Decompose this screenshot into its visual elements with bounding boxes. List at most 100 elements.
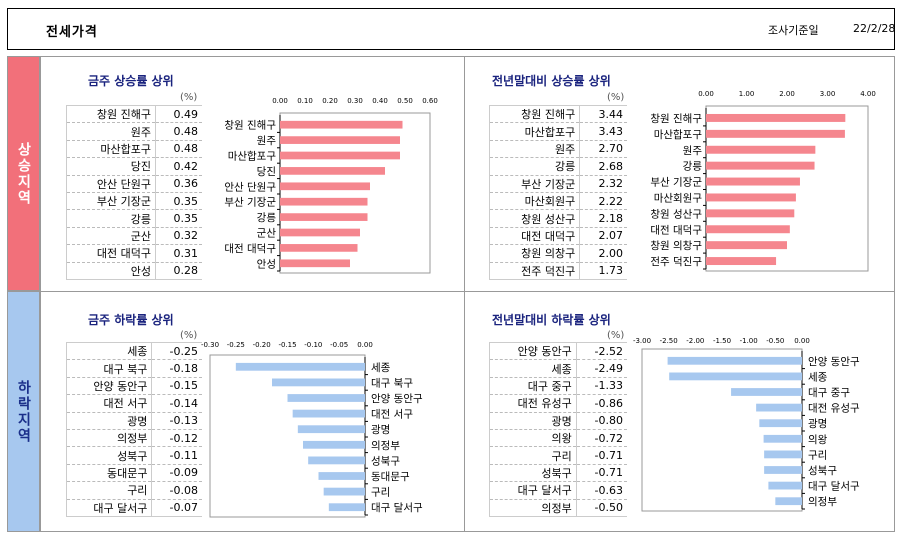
x-tick-label: 0.00 [272,97,288,105]
region-name: 전주 덕진구 [488,262,581,280]
x-tick-label: 0.20 [322,97,338,105]
table-row: 창원 의창구 2.00 [488,244,627,263]
x-tick-label: 3.00 [820,90,836,98]
region-name: 마산합포구 [66,140,156,159]
region-value: 2.00 [579,244,627,263]
report-title: 전세가격 [46,25,98,40]
category-label: 의왕 [808,434,828,446]
region-value: -0.71 [576,446,627,465]
region-value: -0.18 [151,359,202,378]
table-row: 세종 -2.49 [489,359,627,378]
region-value: 2.18 [579,209,627,228]
table-row: 대구 중구 -1.33 [489,377,627,396]
table-row: 대구 달서구 -0.07 [65,499,202,517]
bar [287,394,365,402]
table-row: 마산합포구 0.48 [66,140,202,159]
region-name: 원주 [66,122,156,141]
region-name: 창원 진해구 [66,104,156,124]
unit-label-weekly-rise: (%) [180,92,198,103]
table-row: 창원 진해구 0.49 [66,104,202,124]
table-row: 부산 기장군 2.32 [488,175,627,193]
category-label: 대구 달서구 [371,502,423,514]
region-name: 성북구 [65,446,153,465]
table-row: 강릉 0.35 [66,209,202,228]
table-row: 광명 -0.80 [489,412,627,430]
x-tick-label: 0.00 [357,341,373,349]
category-label: 강릉 [683,161,703,173]
bar [731,388,802,396]
region-value: 3.43 [579,122,627,141]
bar [706,129,845,138]
region-name: 구리 [489,446,577,465]
panel-title-yearly-fall: 전년말대비 하락률 상위 [492,313,611,327]
region-name: 창원 성산구 [488,209,581,228]
bar [280,182,370,191]
region-value: -0.72 [576,429,627,448]
survey-date-value: 22/2/28 [853,22,896,35]
region-name: 대구 달서구 [65,499,153,517]
panels-frame [40,56,895,532]
rise-region-band: 상승지역 [7,56,40,291]
bar [669,372,802,381]
bar [764,450,802,459]
region-value: -0.71 [576,464,627,483]
table-row: 마산합포구 3.43 [488,122,627,141]
table-row: 구리 -0.71 [489,446,627,465]
x-tick-label: -1.00 [740,337,758,345]
chart-weekly-rise: 0.00 0.10 0.20 0.30 0.40 0.50 0.60 창원 진해구원주마산합포… [224,97,438,274]
x-tick-label: -3.00 [633,337,651,345]
category-label: 대전 유성구 [808,403,860,415]
region-name: 마산회원구 [488,192,581,211]
bar [318,472,365,480]
category-label: 마산합포구 [654,129,703,141]
category-label: 안양 동안구 [808,356,860,368]
category-label: 의정부 [371,440,400,452]
region-name: 대구 달서구 [489,481,577,500]
bar [280,213,368,221]
x-tick-label: 0.30 [347,97,363,105]
region-name: 안성 [66,262,156,280]
region-name: 의왕 [489,429,577,448]
region-name: 부산 기장군 [66,192,156,211]
table-row: 의정부 -0.12 [65,429,202,448]
bar [706,113,846,122]
x-tick-label: -2.00 [686,337,704,345]
category-label: 군산 [257,228,277,240]
bar [768,481,802,490]
category-label: 세종 [371,362,391,374]
bar [706,193,796,202]
x-tick-label: 0.00 [794,337,810,345]
x-tick-label: -2.50 [660,337,678,345]
bar [706,241,787,250]
bar [303,440,365,449]
region-value: -0.13 [151,412,202,430]
region-value: 0.28 [155,262,202,280]
region-value: 0.35 [155,192,202,211]
table-row: 성북구 -0.71 [489,464,627,483]
x-tick-label: 4.00 [860,90,876,98]
category-label: 대구 중구 [808,387,850,399]
bar [323,487,365,496]
category-label: 마산회원구 [654,192,703,204]
chart-yearly-fall: -3.00 -2.50 -2.00 -1.50 -1.00 -0.50 0.00 안양 동안구… [633,337,860,512]
category-label: 강릉 [257,212,277,224]
region-value: -1.33 [576,377,627,396]
category-label: 창원 진해구 [650,112,702,125]
region-value: -2.49 [576,359,627,378]
category-label: 세종 [808,371,828,383]
region-name: 부산 기장군 [488,175,581,193]
bar [775,497,802,506]
x-tick-label: -1.50 [713,337,731,345]
category-label: 부산 기장군 [650,177,702,189]
category-label: 안산 단원구 [224,181,276,193]
table-weekly-rise: 창원 진해구 0.49 원주 0.48 마산합포구 0.48 당진 0.42 안산 단원구 0.3… [66,104,202,280]
region-value: 2.32 [579,175,627,193]
rise-region-label: 상승지역 [15,141,32,206]
table-yearly-rise: 창원 진해구 3.44 마산합포구 3.43 원주 2.70 강릉 2.68 부산 기장군 2.3… [488,104,627,280]
x-tick-label: -0.50 [766,337,784,345]
bar [292,409,365,418]
region-name: 창원 진해구 [488,104,581,124]
table-row: 대구 달서구 -0.63 [489,481,627,500]
